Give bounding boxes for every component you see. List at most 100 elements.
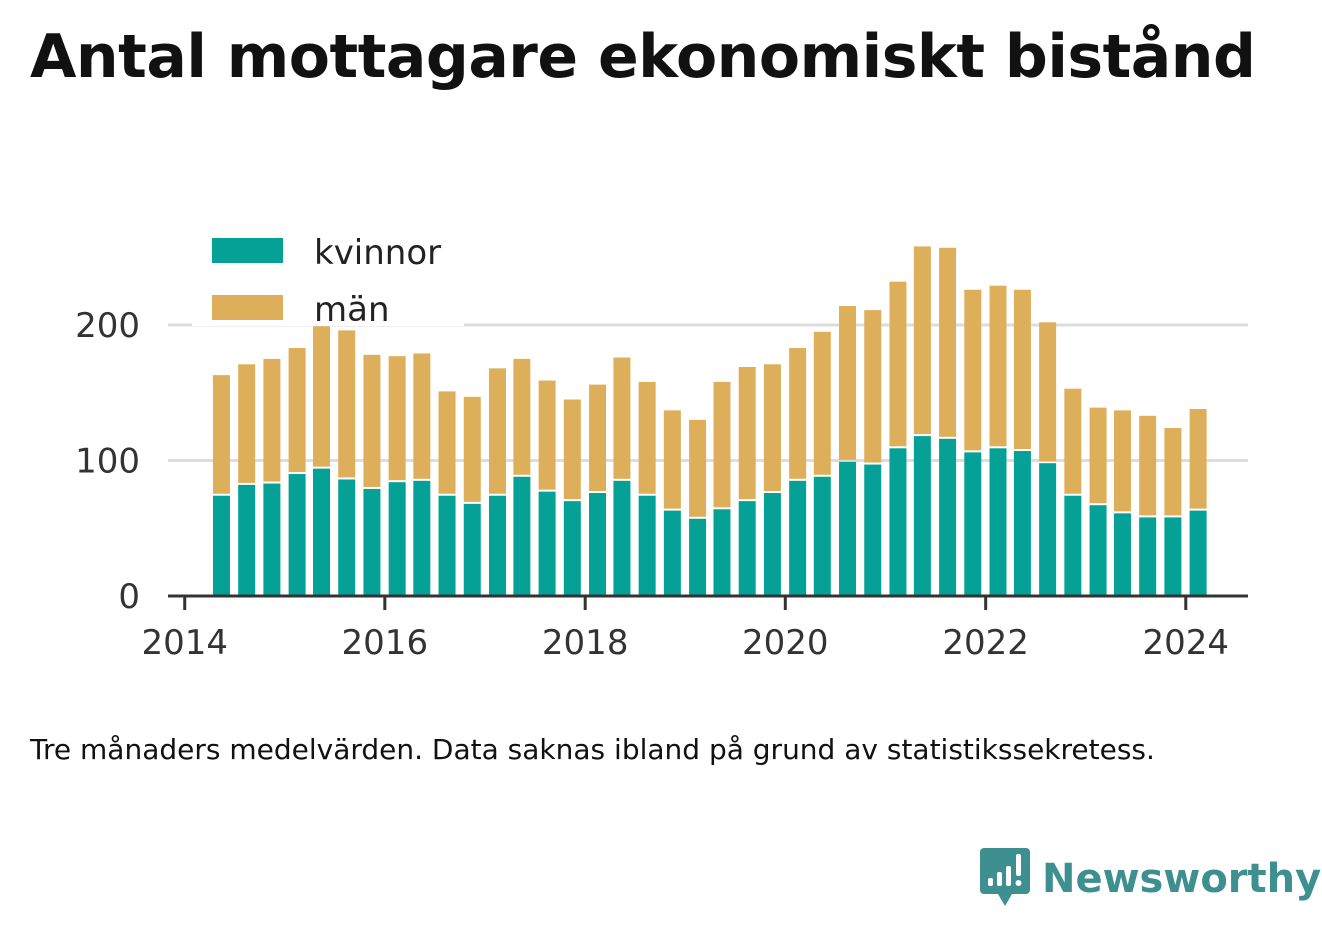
chart-caption: Tre månaders medelvärden. Data saknas ib… <box>30 733 1155 766</box>
bar-kvinnor <box>513 476 531 596</box>
legend-label: män <box>314 290 390 330</box>
bar-kvinnor <box>939 438 957 596</box>
bar-kvinnor <box>563 501 581 596</box>
bar-man <box>1089 407 1107 504</box>
x-tick-label: 2016 <box>342 623 429 663</box>
bar-man <box>589 384 607 492</box>
bar-man <box>839 306 857 460</box>
bar-man <box>889 281 907 447</box>
bar-layer <box>212 246 1207 596</box>
bar-man <box>638 381 656 494</box>
bar-kvinnor <box>1013 451 1031 596</box>
legend-label: kvinnor <box>314 233 441 273</box>
bar-man <box>1189 409 1207 509</box>
x-tick-label: 2022 <box>942 623 1029 663</box>
bar-chart-speech-bubble-icon <box>980 848 1030 906</box>
chart-title: Antal mottagare ekonomiskt bistånd <box>30 22 1256 92</box>
bar-man <box>238 364 256 483</box>
x-tick-label: 2018 <box>542 623 629 663</box>
bar-man <box>663 410 681 509</box>
bar-kvinnor <box>463 503 481 596</box>
bar-man <box>1064 388 1082 494</box>
bar-kvinnor <box>738 501 756 596</box>
legend: kvinnor män <box>192 222 464 330</box>
legend-swatch <box>212 238 283 263</box>
bar-man <box>689 419 707 517</box>
bar-kvinnor <box>989 448 1007 596</box>
bar-kvinnor <box>238 484 256 596</box>
x-tick-label: 2020 <box>742 623 829 663</box>
bar-man <box>789 348 807 479</box>
bar-kvinnor <box>713 509 731 596</box>
bar-kvinnor <box>313 468 331 596</box>
bar-man <box>1164 427 1182 516</box>
bar-kvinnor <box>1113 513 1131 596</box>
bar-man <box>1113 410 1131 512</box>
bar-kvinnor <box>1039 463 1057 596</box>
bar-kvinnor <box>839 461 857 596</box>
bar-man <box>1139 415 1157 516</box>
bar-kvinnor <box>1064 495 1082 596</box>
bar-man <box>738 367 756 500</box>
bar-man <box>1039 322 1057 462</box>
bar-kvinnor <box>638 495 656 596</box>
bar-kvinnor <box>338 479 356 596</box>
bar-man <box>989 285 1007 447</box>
bar-kvinnor <box>488 495 506 596</box>
bar-kvinnor <box>763 493 781 596</box>
bar-kvinnor <box>913 436 931 596</box>
x-tick-label: 2024 <box>1143 623 1230 663</box>
bar-kvinnor <box>663 510 681 596</box>
bar-man <box>363 354 381 487</box>
bar-man <box>413 353 431 479</box>
bar-kvinnor <box>613 480 631 596</box>
legend-swatch <box>212 295 283 320</box>
bar-man <box>313 326 331 467</box>
bar-man <box>563 399 581 500</box>
bar-man <box>388 356 406 481</box>
bar-man <box>613 357 631 479</box>
bar-man <box>513 358 531 475</box>
bar-kvinnor <box>413 480 431 596</box>
bar-kvinnor <box>964 452 982 596</box>
bar-man <box>212 375 230 494</box>
newsworthy-logo: Newsworthy <box>980 848 1321 910</box>
bar-kvinnor <box>1089 505 1107 596</box>
bar-kvinnor <box>263 483 281 596</box>
bar-man <box>488 368 506 494</box>
bar-kvinnor <box>538 491 556 596</box>
stacked-bar-chart: 2014 2016 2018 2020 2022 2024 0 100 200 kvinnor… <box>75 222 1248 663</box>
bar-man <box>939 247 957 437</box>
bar-man <box>338 330 356 478</box>
x-axis: 2014 2016 2018 2020 2022 2024 <box>141 594 1248 663</box>
bar-kvinnor <box>864 464 882 596</box>
bar-man <box>1013 289 1031 450</box>
logo-text: Newsworthy <box>1042 856 1322 902</box>
bar-man <box>263 358 281 482</box>
bar-man <box>713 381 731 508</box>
bar-man <box>864 310 882 463</box>
x-tick-label: 2014 <box>141 623 228 663</box>
bar-kvinnor <box>589 493 607 596</box>
bar-kvinnor <box>689 518 707 596</box>
bar-kvinnor <box>889 448 907 596</box>
y-tick-label: 0 <box>118 577 140 617</box>
y-tick-label: 200 <box>75 306 140 346</box>
bar-man <box>288 348 306 473</box>
bar-kvinnor <box>1189 510 1207 596</box>
bar-kvinnor <box>1139 517 1157 596</box>
y-tick-label: 100 <box>75 442 140 482</box>
bar-man <box>964 289 982 451</box>
bar-man <box>763 364 781 492</box>
bar-man <box>813 331 831 475</box>
bar-kvinnor <box>438 495 456 596</box>
y-axis-tick-labels: 0 100 200 <box>75 306 140 617</box>
bar-kvinnor <box>212 495 230 596</box>
bar-kvinnor <box>388 482 406 596</box>
bar-man <box>913 246 931 435</box>
bar-man <box>438 391 456 494</box>
bar-kvinnor <box>1164 517 1182 596</box>
bar-man <box>538 380 556 490</box>
bar-kvinnor <box>363 488 381 596</box>
bar-kvinnor <box>288 474 306 596</box>
